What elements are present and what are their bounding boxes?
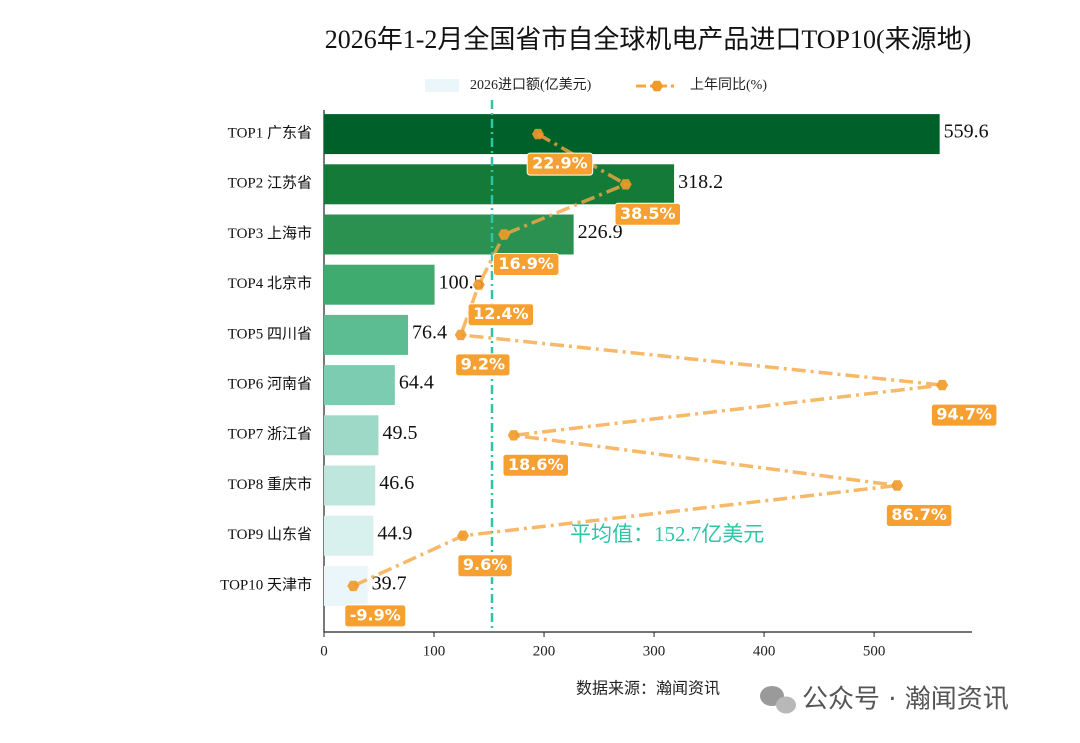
yoy-marker	[457, 530, 470, 541]
y-tick-label: TOP4 北京市	[228, 275, 312, 292]
yoy-label: 38.5%	[620, 204, 676, 223]
y-tick-label: TOP5 四川省	[228, 325, 312, 342]
y-tick-label: TOP6 河南省	[228, 376, 312, 393]
yoy-label-box: 22.9%	[526, 152, 594, 176]
bar	[324, 465, 376, 506]
legend-label: 2026进口额(亿美元)	[470, 77, 592, 93]
yoy-marker	[531, 128, 544, 140]
x-tick-label: 0	[320, 643, 328, 659]
yoy-label-bg	[455, 353, 511, 377]
x-tick-label: 200	[533, 643, 556, 659]
yoy-label-box: 12.4%	[467, 303, 535, 327]
bar-label: 39.7	[372, 572, 407, 594]
yoy-label: 9.2%	[461, 354, 505, 373]
yoy-marker	[507, 430, 520, 441]
yoy-label: 9.6%	[463, 555, 507, 574]
y-tick-label: TOP3 上海市	[228, 225, 312, 242]
y-tick-label: TOP2 江苏省	[228, 175, 312, 192]
bar-label: 44.9	[377, 522, 412, 544]
bar-label: 76.4	[412, 321, 447, 343]
yoy-marker	[472, 279, 485, 290]
chart-title: 2026年1-2月全国省市自全球机电产品进口TOP10(来源地)	[325, 25, 972, 54]
yoy-label-box: -9.9%	[344, 604, 407, 628]
legend-swatch	[425, 79, 459, 92]
yoy-marker	[498, 229, 511, 240]
yoy-label: 22.9%	[532, 154, 588, 173]
y-tick-label: TOP1 广东省	[228, 125, 312, 142]
yoy-label-bg	[930, 403, 998, 427]
yoy-label: -9.9%	[350, 605, 401, 624]
yoy-label-box: 9.6%	[457, 554, 513, 578]
x-tick-label: 100	[423, 643, 446, 659]
bar-label: 226.9	[578, 221, 623, 243]
yoy-label: 16.9%	[498, 254, 554, 273]
legend-label: 上年同比(%)	[690, 77, 767, 93]
yoy-label-bg	[885, 504, 953, 527]
yoy-label-box: 94.7%	[930, 403, 998, 427]
watermark: 公众号 · 瀚闻资讯	[802, 685, 1009, 715]
bar-label: 318.2	[678, 171, 723, 193]
yoy-label: 94.7%	[936, 405, 992, 424]
yoy-label-bg	[344, 604, 407, 628]
yoy-marker	[454, 329, 467, 341]
bar-label: 100.5	[439, 271, 484, 293]
bar	[324, 264, 435, 305]
yoy-label-bg	[457, 554, 513, 578]
yoy-line	[352, 132, 943, 588]
yoy-label-bg	[502, 453, 569, 477]
yoy-label-box: 9.2%	[455, 353, 511, 377]
yoy-label: 86.7%	[891, 505, 947, 524]
yoy-label-box: 16.9%	[492, 253, 560, 276]
bar	[324, 565, 368, 606]
yoy-marker	[619, 179, 632, 190]
bar	[324, 515, 374, 556]
bar	[324, 365, 395, 406]
yoy-label-bg	[526, 152, 594, 176]
yoy-marker	[936, 379, 949, 391]
bar	[324, 415, 379, 456]
x-tick-label: 400	[753, 643, 776, 659]
yoy-label-box: 86.7%	[885, 504, 953, 527]
yoy-label-bg	[492, 253, 560, 276]
bar	[324, 164, 675, 205]
yoy-marker	[891, 480, 904, 491]
yoy-label: 18.6%	[508, 455, 564, 474]
bar	[324, 114, 940, 155]
yoy-label-bg	[614, 202, 682, 226]
y-tick-label: TOP7 浙江省	[228, 426, 312, 443]
x-tick-label: 300	[643, 643, 666, 659]
y-tick-label: TOP10 天津市	[220, 576, 312, 593]
bar-label: 49.5	[382, 422, 417, 444]
watermark-icon	[760, 686, 796, 714]
bar-label: 64.4	[399, 372, 434, 394]
yoy-label-bg	[467, 303, 535, 327]
bar-label: 559.6	[944, 121, 989, 143]
yoy-marker	[347, 580, 360, 592]
x-tick-label: 500	[863, 643, 886, 659]
bar	[324, 314, 409, 355]
average-label: 平均值：152.7亿美元	[570, 522, 764, 546]
yoy-label: 12.4%	[473, 304, 529, 323]
bar-label: 46.6	[379, 472, 414, 494]
legend-marker	[651, 80, 663, 92]
yoy-label-box: 38.5%	[614, 202, 682, 226]
y-tick-label: TOP8 重庆市	[228, 476, 312, 493]
source: 数据来源：瀚闻资讯	[576, 680, 720, 698]
y-tick-label: TOP9 山东省	[228, 526, 312, 543]
yoy-label-box: 18.6%	[502, 453, 569, 477]
